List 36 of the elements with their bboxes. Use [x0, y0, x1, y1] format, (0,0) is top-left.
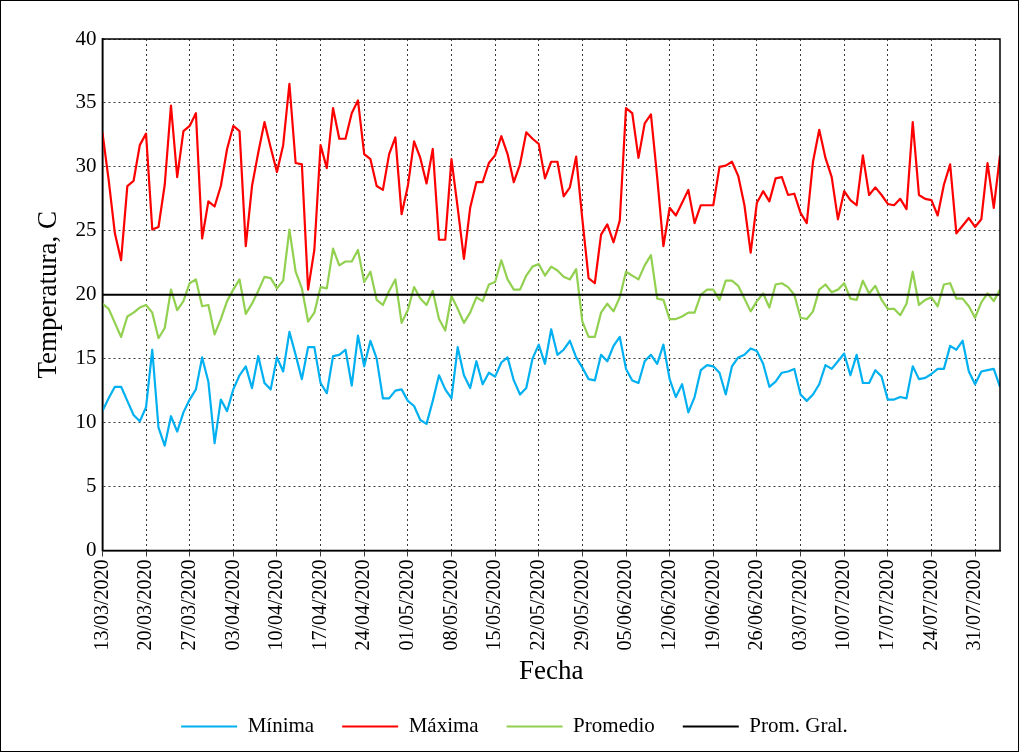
x-tick-label: 27/03/2020	[176, 559, 199, 651]
legend-label: Mínima	[247, 713, 315, 738]
x-tick-label: 26/06/2020	[744, 559, 767, 651]
x-tick-label: 24/07/2020	[918, 559, 941, 651]
x-tick-label: 17/04/2020	[307, 559, 330, 651]
x-tick-label: 20/03/2020	[133, 559, 156, 651]
y-tick-label: 30	[75, 153, 97, 178]
y-tick-label: 0	[85, 537, 97, 561]
legend-label: Máxima	[408, 713, 480, 738]
y-tick-label: 10	[75, 409, 97, 434]
x-axis-title: Fecha	[518, 654, 584, 685]
y-tick-label: 5	[85, 473, 97, 498]
x-tick-label: 10/04/2020	[264, 559, 287, 651]
x-tick-label: 03/04/2020	[220, 559, 243, 651]
x-tick-label: 08/05/2020	[438, 559, 461, 651]
x-tick-label: 22/05/2020	[525, 559, 548, 651]
x-tick-label: 31/07/2020	[962, 559, 985, 651]
x-tick-label: 03/07/2020	[787, 559, 810, 651]
x-tick-label: 15/05/2020	[482, 559, 505, 651]
y-tick-label: 35	[75, 89, 97, 114]
x-tick-label: 13/03/2020	[89, 559, 112, 651]
y-axis-title: Temperatura, C	[32, 210, 63, 379]
x-tick-label: 05/06/2020	[613, 559, 636, 651]
x-tick-label: 12/06/2020	[656, 559, 679, 651]
x-tick-label: 29/05/2020	[569, 559, 592, 651]
x-tick-label: 01/05/2020	[395, 559, 418, 651]
x-tick-label: 24/04/2020	[351, 559, 374, 651]
y-tick-label: 40	[75, 25, 97, 50]
x-tick-label: 17/07/2020	[875, 559, 898, 651]
x-tick-label: 19/06/2020	[700, 559, 723, 651]
y-tick-label: 25	[75, 217, 97, 242]
y-tick-label: 15	[75, 345, 97, 370]
legend-label: Prom. Gral.	[749, 713, 848, 738]
x-tick-label: 10/07/2020	[831, 559, 854, 651]
y-tick-label: 20	[75, 281, 97, 306]
legend-label: Promedio	[573, 713, 655, 738]
